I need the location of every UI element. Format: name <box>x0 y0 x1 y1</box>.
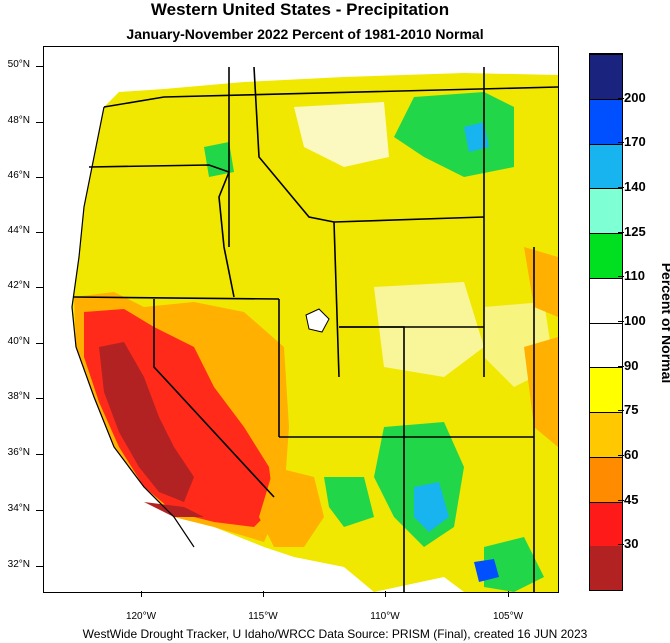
lat-tick <box>36 232 43 233</box>
lat-tick <box>36 177 43 178</box>
lat-label-36: 36°N <box>7 447 30 458</box>
legend-colorbar <box>589 53 623 591</box>
map-subtitle: January-November 2022 Percent of 1981-20… <box>126 26 484 42</box>
legend-swatch <box>590 412 622 457</box>
legend-swatch <box>590 54 622 99</box>
lat-tick <box>36 287 43 288</box>
legend-swatch <box>590 456 622 502</box>
lat-tick <box>36 122 43 123</box>
legend-tick <box>618 231 624 233</box>
lon-tick <box>508 591 509 597</box>
legend-tick <box>618 97 624 99</box>
lon-label-105w: 105°W <box>492 611 524 622</box>
lon-label-110w: 110°W <box>370 611 400 622</box>
legend-threshold-label: 90 <box>624 357 639 373</box>
legend-swatch <box>590 367 622 412</box>
precipitation-map <box>43 46 559 593</box>
lat-tick <box>36 566 43 567</box>
lat-label-50: 50°N <box>7 59 30 70</box>
legend-swatch <box>590 98 622 144</box>
lon-label-120w: 120°W <box>125 611 157 622</box>
legend-swatch <box>590 546 622 590</box>
legend-swatch <box>590 322 622 368</box>
lat-label-38: 38°N <box>7 391 30 402</box>
legend-tick <box>618 410 624 412</box>
lat-label-42: 42°N <box>7 280 30 291</box>
legend-tick <box>618 499 624 501</box>
lat-label-34: 34°N <box>7 503 30 514</box>
legend-threshold-label: 30 <box>624 536 639 552</box>
footer-credits: WestWide Drought Tracker, U Idaho/WRCC D… <box>82 627 588 641</box>
lon-tick <box>263 591 264 597</box>
lon-tick <box>385 591 386 597</box>
legend-tick <box>618 142 624 144</box>
legend-swatch <box>590 501 622 547</box>
lat-tick <box>36 66 43 67</box>
lon-label-115w: 115°W <box>248 611 278 622</box>
legend-threshold-label: 170 <box>624 134 646 150</box>
legend-tick <box>618 365 624 367</box>
legend-tick <box>618 544 624 546</box>
legend-swatch <box>590 143 622 189</box>
legend-tick <box>618 187 624 188</box>
lat-label-44: 44°N <box>7 225 30 236</box>
map-title: Western United States - Precipitation <box>150 0 450 19</box>
legend-swatch <box>590 233 622 278</box>
legend-threshold-label: 45 <box>624 491 639 507</box>
lat-tick <box>36 343 43 344</box>
legend-threshold-label: 125 <box>624 223 646 239</box>
lon-tick <box>141 591 142 597</box>
legend-swatch <box>590 277 622 323</box>
legend-threshold-label: 75 <box>624 402 639 418</box>
legend-tick <box>618 276 624 278</box>
lat-label-32: 32°N <box>7 559 30 570</box>
lat-label-40: 40°N <box>7 336 30 347</box>
legend-threshold-label: 60 <box>624 447 639 462</box>
legend-threshold-label: 110 <box>624 268 645 284</box>
legend-title: Percent of Normal <box>659 262 670 384</box>
legend-threshold-label: 200 <box>624 89 646 105</box>
legend-swatch <box>590 188 622 233</box>
lat-tick <box>36 454 43 455</box>
legend-threshold-label: 100 <box>624 313 646 328</box>
legend-threshold-label: 140 <box>624 179 646 194</box>
lat-tick <box>36 510 43 511</box>
lat-tick <box>36 398 43 399</box>
legend-tick <box>618 321 624 322</box>
lat-label-46: 46°N <box>7 170 30 181</box>
legend-tick <box>618 455 624 456</box>
precipitation-map-graphic <box>44 47 558 592</box>
lat-label-48: 48°N <box>7 115 30 126</box>
